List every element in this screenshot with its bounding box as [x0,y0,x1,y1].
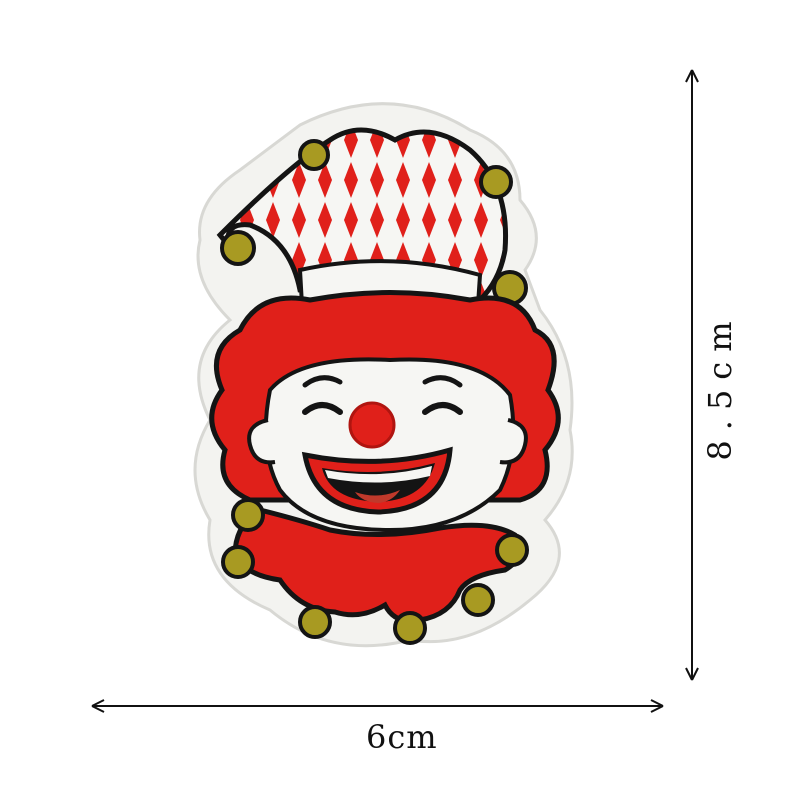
hat-bells [220,139,528,306]
bell-icon [231,498,265,532]
height-dimension-arrow [685,69,699,681]
bell-icon [221,545,255,579]
width-label: 6cm [366,718,438,756]
collar-bells [221,498,529,645]
clown-face [247,357,528,533]
height-label: 8.5cm [701,311,739,461]
bell-icon [298,139,330,171]
width-dimension-arrow [91,699,664,713]
clown-collar [232,507,524,624]
clown-nose [348,401,396,449]
bell-icon [220,230,256,266]
bell-icon [461,583,495,617]
bell-icon [479,165,513,199]
bell-icon [393,611,427,645]
bell-icon [495,533,529,567]
bell-icon [298,605,332,639]
